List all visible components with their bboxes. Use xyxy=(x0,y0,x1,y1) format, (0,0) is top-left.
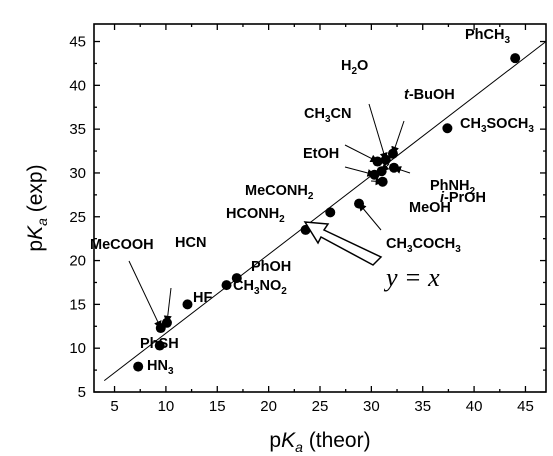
point-label: MeCONH2 xyxy=(245,183,314,202)
x-tick-label: 45 xyxy=(517,398,534,415)
callout-arrow xyxy=(369,104,386,160)
callout-arrow xyxy=(371,181,383,182)
point-label: MeCOOH xyxy=(90,237,154,253)
point-label: PhCH3 xyxy=(465,27,510,46)
y-axis-title: pKa (exp) xyxy=(24,164,50,251)
data-points xyxy=(133,53,520,371)
callout-arrow xyxy=(129,261,161,328)
point-labels: HN3 PhSH MeCOOH HCN HF CH3NO2 PhOH HCONH2 MeCONH… xyxy=(90,27,534,377)
y-tick-label: 45 xyxy=(69,34,86,51)
point-label: HF xyxy=(193,290,212,306)
point-label: HN3 xyxy=(147,358,174,377)
data-point xyxy=(133,362,143,372)
callout-arrow xyxy=(359,204,381,230)
y-tick-label: 25 xyxy=(69,209,86,226)
data-point xyxy=(510,53,520,63)
point-label: PhSH xyxy=(140,336,179,352)
data-point xyxy=(222,280,232,290)
reference-line-pointer-arrow xyxy=(305,222,381,265)
point-label: CH3SOCH3 xyxy=(460,116,534,135)
y-tick-label: 40 xyxy=(69,77,86,94)
point-label: MeOH xyxy=(409,200,451,216)
point-label: EtOH xyxy=(303,146,339,162)
y-tick-label: 10 xyxy=(69,340,86,357)
point-label: HCN xyxy=(175,235,206,251)
x-tick-label: 40 xyxy=(466,398,483,415)
axis-ticks: 5 10 15 20 25 30 35 40 45 5 10 15 20 25 30 35 40 45 xyxy=(69,24,546,415)
y-tick-label: 30 xyxy=(69,165,86,182)
data-point xyxy=(325,207,335,217)
x-tick-label: 15 xyxy=(209,398,226,415)
point-label: t-BuOH xyxy=(404,87,455,103)
reference-line-layer xyxy=(104,42,546,381)
callout-arrow xyxy=(167,288,171,323)
data-point xyxy=(442,123,452,133)
callout-arrow xyxy=(393,121,404,154)
point-label: HCONH2 xyxy=(226,206,285,225)
reference-line xyxy=(104,42,546,381)
x-tick-label: 30 xyxy=(363,398,380,415)
x-tick-label: 10 xyxy=(158,398,175,415)
x-tick-label: 5 xyxy=(110,398,118,415)
point-label: H2O xyxy=(341,58,368,77)
point-label: CH3NO2 xyxy=(233,278,287,297)
point-label: CH3COCH3 xyxy=(386,236,461,255)
x-tick-label: 20 xyxy=(260,398,277,415)
y-tick-label: 35 xyxy=(69,121,86,138)
reference-line-label: y = x xyxy=(383,263,440,292)
y-tick-label: 5 xyxy=(78,384,86,401)
x-tick-label: 35 xyxy=(414,398,431,415)
y-tick-label: 20 xyxy=(69,253,86,270)
callout-arrow xyxy=(345,167,374,175)
y-tick-label: 15 xyxy=(69,296,86,313)
point-label: CH3CN xyxy=(304,106,351,125)
x-tick-label: 25 xyxy=(312,398,329,415)
data-point xyxy=(182,299,192,309)
x-axis-title: pKa (theor) xyxy=(269,429,370,455)
callout-arrow xyxy=(345,145,378,162)
point-label: PhOH xyxy=(251,259,291,275)
